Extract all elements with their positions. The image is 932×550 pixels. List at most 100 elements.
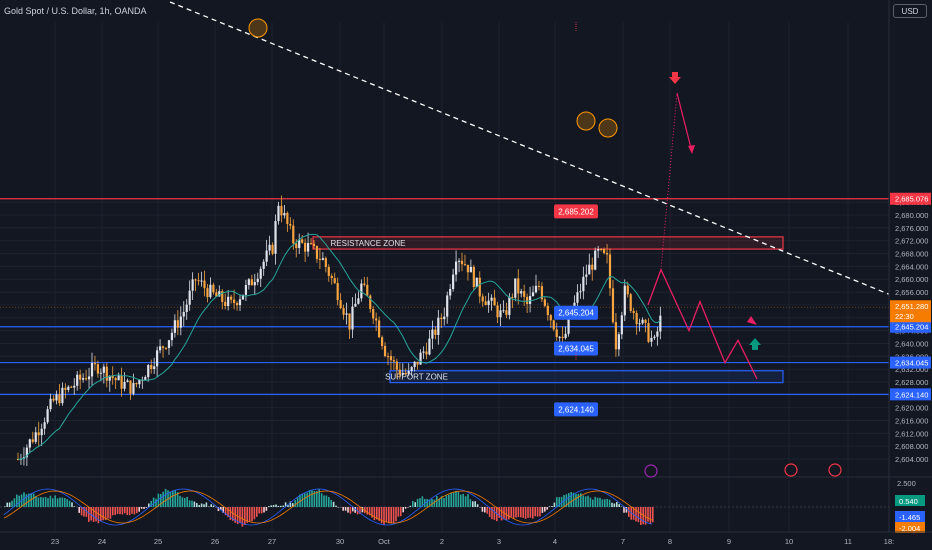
candle-body — [203, 280, 206, 289]
oscillator-bar — [592, 499, 594, 507]
candle-body — [372, 309, 375, 319]
axis-level-text: 2,624.140 — [895, 390, 928, 399]
oscillator-bar — [6, 502, 8, 507]
oscillator-bar — [412, 500, 414, 507]
candle-body — [552, 320, 555, 330]
oscillator-bar — [416, 498, 419, 507]
oscillator-bar — [450, 492, 452, 507]
candle-body — [508, 296, 511, 315]
candle-body — [144, 377, 147, 380]
oscillator-value-box — [895, 495, 925, 506]
oscillator-bar — [481, 507, 484, 512]
oscillator-bar — [582, 495, 584, 507]
projection-arrowhead — [747, 316, 757, 325]
candle-body — [481, 296, 484, 302]
oscillator-bar — [155, 498, 157, 507]
oscillator-bar — [388, 507, 390, 524]
oscillator-bar — [484, 507, 486, 513]
candle-body — [363, 283, 366, 285]
oscillator-bar — [606, 498, 608, 507]
time-tick-label: 25 — [154, 537, 162, 546]
oscillator-bar — [493, 507, 496, 520]
candle-body — [395, 361, 398, 370]
candle-body — [25, 447, 28, 458]
axis-level-text: 2,645.204 — [895, 323, 928, 332]
candle-body — [469, 266, 472, 273]
oscillator-bar — [500, 507, 503, 521]
oscillator-bar — [611, 502, 613, 507]
candle-body — [588, 264, 591, 275]
level-label-text: 2,634.045 — [558, 345, 594, 354]
candle-body — [659, 315, 662, 332]
candle-body — [602, 248, 606, 254]
oscillator-bar — [179, 495, 181, 507]
candle-body — [114, 378, 117, 381]
bar-countdown-text: 22:30 — [895, 312, 914, 321]
oscillator-bar — [460, 494, 462, 507]
candle-body — [265, 250, 268, 262]
oscillator-bar — [16, 494, 18, 507]
candle-body — [280, 205, 283, 216]
oscillator-bar — [508, 507, 510, 520]
candle-body — [357, 298, 360, 304]
candle-body — [567, 317, 570, 334]
candle-body — [129, 380, 132, 394]
candle-body — [653, 336, 656, 338]
swing-high-marker — [248, 18, 268, 38]
oscillator-bar — [222, 507, 224, 513]
oscillator-bar — [438, 498, 440, 507]
oscillator-bar — [462, 493, 464, 507]
oscillator-bar — [400, 507, 402, 517]
oscillator-bar — [8, 502, 11, 507]
price-tick-label: 2,632.000 — [895, 365, 928, 374]
axis-level-text: 2,634.045 — [895, 359, 928, 368]
candle-body — [472, 266, 475, 287]
oscillator-bar — [570, 492, 572, 507]
oscillator-bar — [402, 507, 404, 513]
candle-body — [185, 304, 188, 313]
oscillator-bar — [236, 507, 239, 525]
oscillator-bar — [294, 500, 296, 507]
symbol-title: Gold Spot / U.S. Dollar, 1h, OANDA — [4, 6, 147, 16]
axis-level-box — [890, 356, 931, 369]
oscillator-bar — [524, 507, 527, 519]
oscillator-bar — [92, 507, 95, 522]
candle-body — [327, 266, 330, 276]
currency-button[interactable]: USD — [893, 4, 927, 18]
current-price-box — [890, 300, 931, 323]
oscillator-bar — [618, 504, 620, 507]
oscillator-bar — [272, 505, 275, 507]
time-tick-label: 3 — [497, 537, 501, 546]
oscillator-bar — [124, 507, 126, 514]
oscillator-bar — [558, 497, 560, 507]
oscillator-bar — [162, 491, 164, 507]
oscillator-bar — [457, 491, 460, 507]
axis-level-box — [890, 388, 931, 401]
candle-body — [635, 312, 638, 325]
candle-body — [318, 258, 322, 260]
candle-body — [422, 351, 425, 353]
candle-body — [336, 283, 339, 301]
candle-body — [638, 323, 641, 325]
candle-body — [108, 376, 111, 381]
candle-body — [120, 375, 123, 389]
oscillator-bar — [644, 507, 647, 525]
time-axis: 23 24 25 26 27 30 Oct 2 3 4 7 8 9 10 11 18: — [0, 531, 932, 546]
candle-body — [61, 387, 64, 404]
candle-body — [55, 394, 58, 401]
oscillator-bar — [160, 493, 162, 507]
candle-body — [460, 260, 464, 265]
candle-body — [230, 296, 233, 300]
economic-event-icon — [828, 463, 842, 477]
candle-body — [49, 398, 52, 410]
oscillator-bar — [37, 497, 40, 507]
oscillator-bar — [565, 494, 568, 507]
oscillator-bar — [344, 507, 347, 511]
candle-body — [454, 261, 458, 275]
candle-body — [153, 366, 156, 369]
candle-body — [650, 337, 653, 342]
oscillator-bar — [25, 494, 28, 507]
oscillator-bar — [248, 507, 251, 522]
price-tick-label: 2,668.000 — [895, 250, 928, 259]
